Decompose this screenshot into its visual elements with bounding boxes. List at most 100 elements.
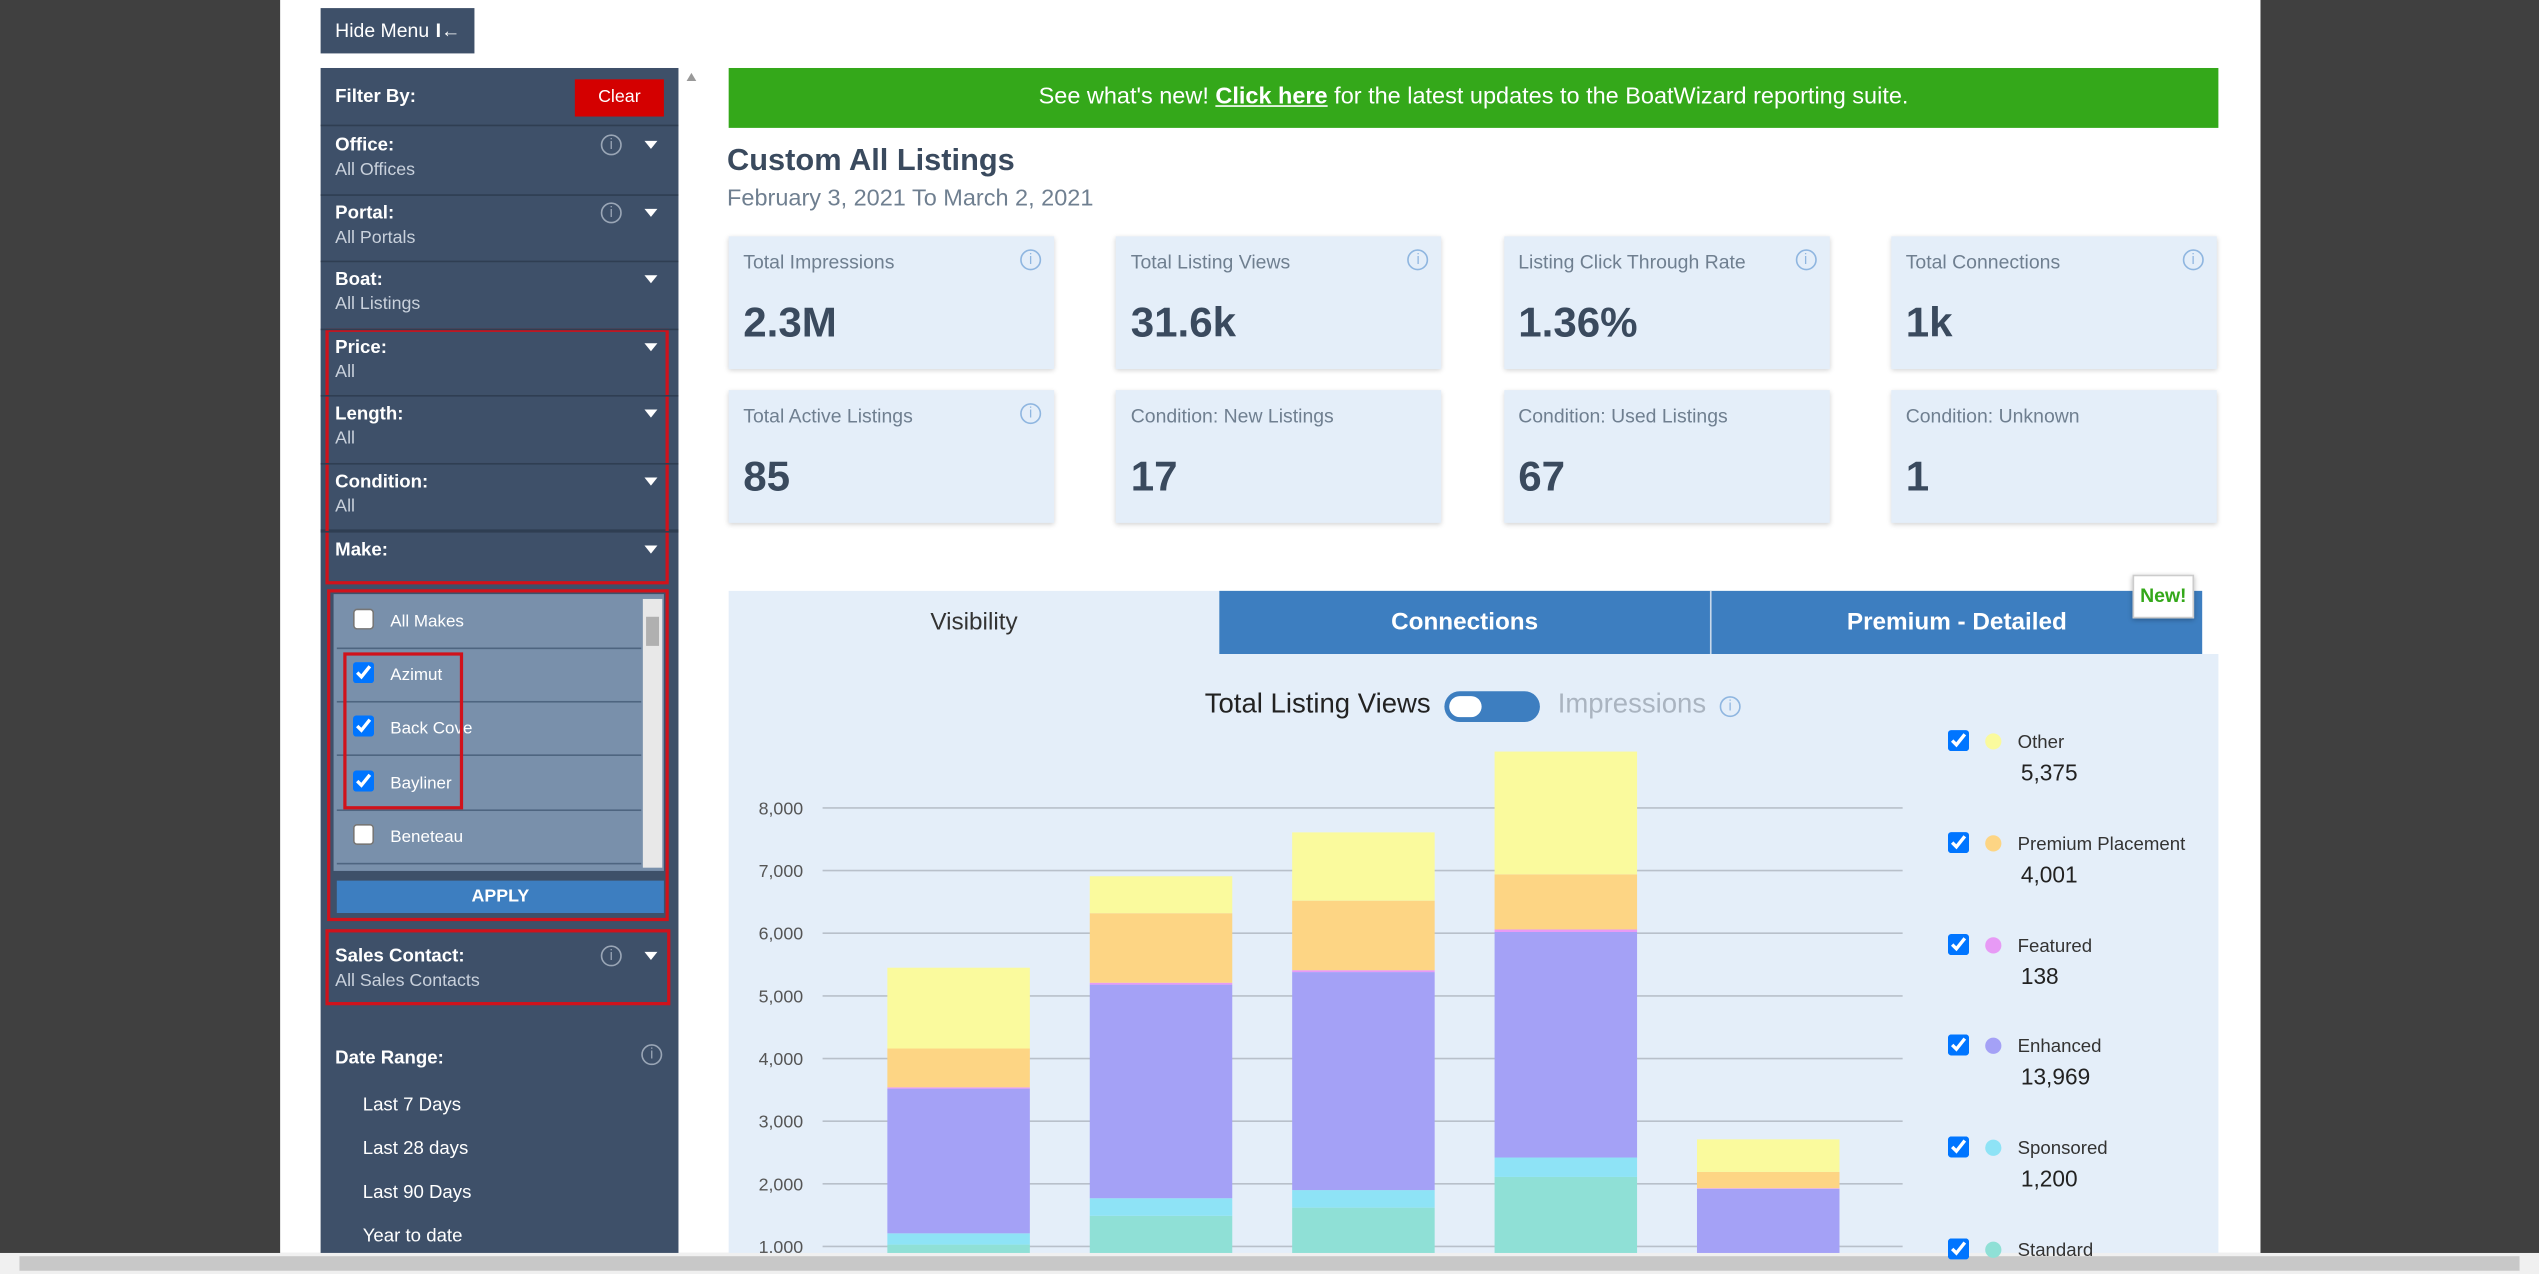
make-name: Back Cove	[390, 719, 473, 739]
highlight-box	[325, 328, 669, 585]
checkbox[interactable]	[352, 608, 375, 630]
tab[interactable]: Premium - Detailed	[1711, 590, 2203, 654]
stat-label: Condition: Unknown	[1905, 404, 2080, 428]
separator	[320, 260, 679, 263]
stat-card: Listing Click Through Rate 1.36% i	[1503, 236, 1830, 370]
date-option[interactable]: Year to date	[362, 1227, 463, 1247]
make-option: Bayliner	[336, 757, 642, 811]
filter-heading: Filter By:	[335, 87, 416, 107]
scroll-arrow	[686, 72, 697, 81]
info-icon[interactable]: i	[1020, 249, 1042, 271]
bar-segment	[1696, 1171, 1840, 1189]
dropdown-caret[interactable]	[644, 951, 658, 960]
collapse-icon: I←	[435, 19, 461, 43]
y-tick-label: 5,000	[759, 986, 804, 1006]
bar-segment	[1292, 1207, 1435, 1253]
stat-value: 67	[1518, 451, 1566, 501]
dropdown-caret[interactable]	[644, 140, 658, 149]
legend-total: 138	[2020, 962, 2059, 989]
filter-label: Boat:	[335, 270, 383, 291]
bar-segment	[1696, 1139, 1840, 1172]
make-name: Azimut	[390, 665, 443, 686]
checkbox[interactable]	[352, 769, 375, 791]
dropdown-caret[interactable]	[644, 410, 658, 419]
dropdown-caret[interactable]	[644, 208, 658, 217]
checkbox[interactable]	[352, 823, 375, 845]
info-icon[interactable]: i	[600, 134, 622, 156]
make-option: Back Cove	[336, 703, 642, 757]
info-icon[interactable]: i	[641, 1044, 663, 1066]
bar-segment	[1696, 1188, 1840, 1253]
report-title: Custom All Listings	[727, 144, 1015, 179]
legend-checkbox[interactable]	[1947, 730, 1970, 752]
bar-segment	[1089, 876, 1233, 914]
date-option[interactable]: Last 90 Days	[362, 1183, 472, 1203]
y-tick-label: 1,000	[759, 1237, 804, 1253]
filter-label: Sales Contact:	[335, 947, 465, 967]
banner-link[interactable]: Click here	[1215, 84, 1328, 111]
filter-label: Length:	[335, 405, 404, 425]
checkbox[interactable]	[352, 662, 375, 684]
legend-name: Enhanced	[2017, 1038, 2102, 1058]
legend-swatch	[1985, 1139, 2002, 1157]
make-list: All Makes Azimut Back Cove Bayliner Beneteau	[333, 594, 664, 871]
toggle-switch[interactable]	[1444, 691, 1540, 722]
dropdown-caret[interactable]	[644, 544, 658, 553]
legend-name: Sponsored	[2017, 1139, 2108, 1160]
highlight-box	[325, 929, 671, 1006]
bar-segment	[1494, 874, 1638, 930]
legend-checkbox[interactable]	[1947, 1238, 1970, 1260]
dropdown-caret[interactable]	[644, 477, 658, 486]
make-name: Beneteau	[390, 826, 464, 847]
legend-checkbox[interactable]	[1947, 1035, 1970, 1057]
info-icon[interactable]: i	[1719, 696, 1741, 718]
legend-checkbox[interactable]	[1947, 831, 1970, 853]
date-option[interactable]: Last 7 Days	[362, 1095, 462, 1116]
legend-checkbox[interactable]	[1947, 933, 1970, 955]
bar-segment	[887, 1088, 1030, 1234]
bar-segment	[1494, 751, 1638, 875]
dropdown-caret[interactable]	[644, 275, 658, 284]
tab-active[interactable]: Visibility	[728, 590, 1220, 654]
bar-segment	[1494, 1176, 1638, 1253]
info-icon[interactable]: i	[600, 945, 622, 967]
bar-segment	[1292, 832, 1435, 901]
stat-card: Condition: New Listings 17	[1116, 390, 1442, 523]
separator	[320, 462, 679, 465]
legend-name: Other	[2017, 733, 2065, 753]
date-option[interactable]: Last 28 days	[362, 1139, 469, 1160]
legend-name: Premium Placement	[2017, 834, 2186, 855]
info-icon[interactable]: i	[1020, 403, 1042, 425]
stat-value: 2.3M	[743, 297, 837, 347]
make-option: Beneteau	[336, 811, 642, 865]
hide-menu-button[interactable]: Hide Menu I←	[320, 8, 475, 54]
bar-segment	[887, 1087, 1030, 1089]
info-icon[interactable]: i	[1407, 249, 1429, 271]
highlight-box	[343, 652, 464, 810]
filter-value: All Listings	[335, 294, 421, 315]
list-scrollbar	[642, 598, 663, 868]
apply-button[interactable]: APPLY	[336, 880, 664, 914]
bar-segment	[1292, 970, 1435, 973]
legend-total: 1,200	[2020, 1165, 2078, 1192]
bar-segment	[1089, 984, 1233, 1199]
info-icon[interactable]: i	[2182, 249, 2204, 271]
button-label: Hide Menu	[335, 19, 430, 43]
toggle-label: Total Listing Views	[1204, 687, 1431, 719]
bar-segment	[1089, 1215, 1233, 1253]
info-icon[interactable]: i	[600, 201, 622, 223]
stat-card: Total Active Listings 85 i	[728, 390, 1055, 523]
dropdown-caret[interactable]	[644, 342, 658, 351]
clear-button[interactable]: Clear	[574, 79, 664, 117]
banner-text: for the latest updates to the BoatWizard…	[1327, 84, 1909, 111]
new-badge: New!	[2132, 574, 2195, 619]
tab[interactable]: Connections	[1219, 590, 1712, 654]
filter-label: Date Range:	[335, 1048, 444, 1069]
legend-checkbox[interactable]	[1947, 1136, 1970, 1158]
separator	[320, 193, 679, 196]
checkbox[interactable]	[352, 716, 375, 738]
y-tick-label: 8,000	[759, 798, 804, 818]
filter-value: All Portals	[335, 227, 416, 248]
info-icon[interactable]: i	[1795, 249, 1817, 271]
